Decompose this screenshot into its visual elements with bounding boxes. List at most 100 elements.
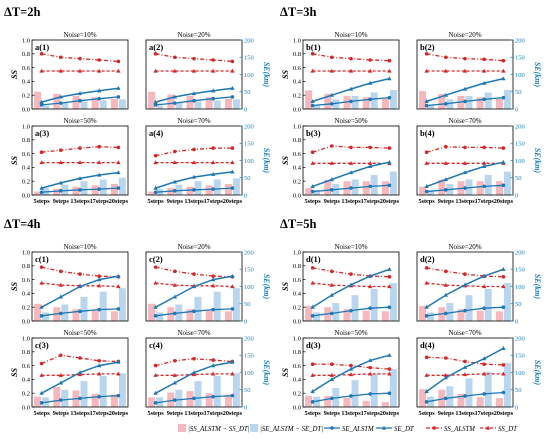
ss-alstm-point: [173, 55, 177, 60]
se-dt-point: [230, 169, 235, 174]
se-alstm-point: [444, 396, 448, 401]
bar-ss-diff: [305, 188, 313, 195]
ss-dt-line: [41, 373, 119, 376]
x-tick-label: 13steps: [70, 410, 90, 417]
legend-marker: [485, 425, 491, 430]
ss-tick-label: 0.4: [22, 291, 31, 298]
bar-ss-diff: [476, 97, 484, 109]
bar-se-diff: [194, 296, 202, 321]
bar-se-diff: [389, 283, 397, 321]
bar-se-diff: [332, 303, 340, 321]
ss-alstm-point: [59, 55, 63, 60]
ss-alstm-point: [39, 265, 44, 269]
bar-ss-diff: [343, 398, 351, 407]
ss-dt-point: [58, 282, 63, 287]
se-alstm-point: [78, 98, 82, 103]
ss-alstm-point: [501, 275, 506, 279]
legend-item-bar_ss: |SS_ALSTM − SS_DT|: [178, 424, 250, 433]
se-alstm-point: [211, 187, 215, 191]
panel-b1: b(1) Noise=10% 0.0 0.2 0.4 0.6 0.8 1.0 SS: [281, 31, 400, 113]
ss-tick-label: 0.2: [293, 179, 301, 186]
ss-axis: 0.0 0.2 0.4 0.6 0.8 1.0 SS: [10, 249, 35, 325]
panel-a4: a(4) Noise=70% 0 50 100 150 200 SE(km) 5steps 9st…: [145, 117, 271, 205]
ss-alstm-line: [41, 354, 119, 365]
se-alstm-point: [424, 314, 429, 318]
se-axis-label: SE(km): [262, 274, 271, 300]
ss-tick-label: 0.8: [293, 51, 301, 58]
legend: |SS_ALSTM − SS_DT| |SE_ALSTM − SE_DT| SE_A…: [178, 424, 518, 433]
bar-ss-diff: [34, 303, 42, 321]
bar-ss-diff: [419, 186, 427, 195]
se-dt-point: [329, 92, 334, 97]
ss-tick-label: 0.4: [22, 377, 31, 384]
se-dt-point: [97, 277, 102, 282]
se-dt-point: [39, 304, 44, 309]
se-axis-label: SE(km): [262, 148, 271, 174]
legend-item-ss_alstm: SS_ALSTM: [426, 426, 475, 433]
ss-dt-point: [58, 160, 63, 165]
ss-dt-point: [116, 371, 121, 376]
x-tick-label: 20steps: [494, 198, 514, 205]
se-alstm-point: [78, 188, 82, 192]
se-dt-line: [426, 161, 504, 188]
ss-alstm-point: [368, 58, 373, 62]
ss-dt-point: [368, 284, 373, 289]
bar-ss-diff: [91, 97, 99, 109]
ss-dt-point: [230, 371, 235, 376]
bar-ss-diff: [305, 395, 313, 407]
se-dt-point: [172, 380, 177, 385]
group-title: ΔT=4h: [4, 217, 41, 231]
bar-se-diff: [427, 189, 435, 195]
panel-b4: b(4) Noise=70% 0 50 100 150 200 SE(km) 5steps 9st…: [416, 117, 542, 205]
se-dt-point: [348, 282, 354, 287]
se-dt-point: [153, 185, 158, 190]
ss-alstm-point: [173, 269, 177, 274]
panel-noise-title: Noise=50%: [63, 329, 96, 337]
bar-se-diff: [465, 378, 473, 407]
bar-ss-diff: [419, 305, 427, 321]
bar-se-diff: [313, 104, 321, 109]
se-alstm-point: [192, 309, 196, 314]
ss-alstm-point: [387, 58, 392, 63]
panel-noise-title: Noise=50%: [334, 117, 367, 125]
ss-alstm-point: [482, 362, 487, 367]
bar-ss-diff: [91, 185, 99, 195]
se-alstm-point: [482, 184, 487, 189]
bar-se-diff: [175, 389, 183, 407]
panel-d1: d(1) Noise=10% 0.0 0.2 0.4 0.6 0.8 1.0 SS: [281, 243, 400, 325]
se-alstm-point: [463, 186, 467, 190]
se-alstm-point: [116, 393, 121, 398]
se-alstm-point: [310, 189, 315, 194]
ss-dt-point: [39, 68, 44, 73]
se-dt-line: [41, 171, 119, 189]
se-dt-point: [97, 172, 102, 177]
bar-se-diff: [484, 92, 492, 109]
se-alstm-point: [368, 392, 373, 396]
panel-b2: b(2) Noise=20% 0 50 100 150 200 SE(km): [416, 31, 542, 113]
ss-alstm-point: [192, 272, 196, 276]
ss-alstm-point: [463, 359, 467, 364]
bar-se-diff: [99, 291, 107, 321]
ss-alstm-point: [482, 57, 487, 62]
ss-dt-point: [424, 160, 429, 165]
ss-dt-line: [426, 282, 504, 288]
bar-se-diff: [484, 288, 492, 321]
legend-item-se_alstm: SE_ALSTM: [324, 426, 374, 433]
bar-se-diff: [503, 171, 511, 195]
se-alstm-point: [78, 309, 82, 314]
se-axis: 0 50 100 150 200 SE(km): [239, 37, 271, 113]
x-tick-label: 13steps: [184, 198, 204, 205]
se-dt-point: [39, 99, 44, 104]
se-tick-label: 100: [515, 72, 525, 79]
se-dt-point: [191, 91, 197, 96]
bar-ss-diff: [110, 394, 118, 407]
ss-dt-point: [310, 280, 315, 285]
se-tick-label: 200: [244, 249, 254, 256]
legend-item-se_dt: SE_DT: [376, 425, 415, 433]
se-tick-label: 50: [244, 387, 251, 394]
ss-dt-point: [77, 160, 83, 165]
panel-tag: b(3): [306, 128, 321, 138]
ss-tick-label: 0.6: [293, 363, 302, 370]
se-axis: 0 50 100 150 200 SE(km): [239, 123, 271, 199]
bar-ss-diff: [305, 90, 313, 109]
